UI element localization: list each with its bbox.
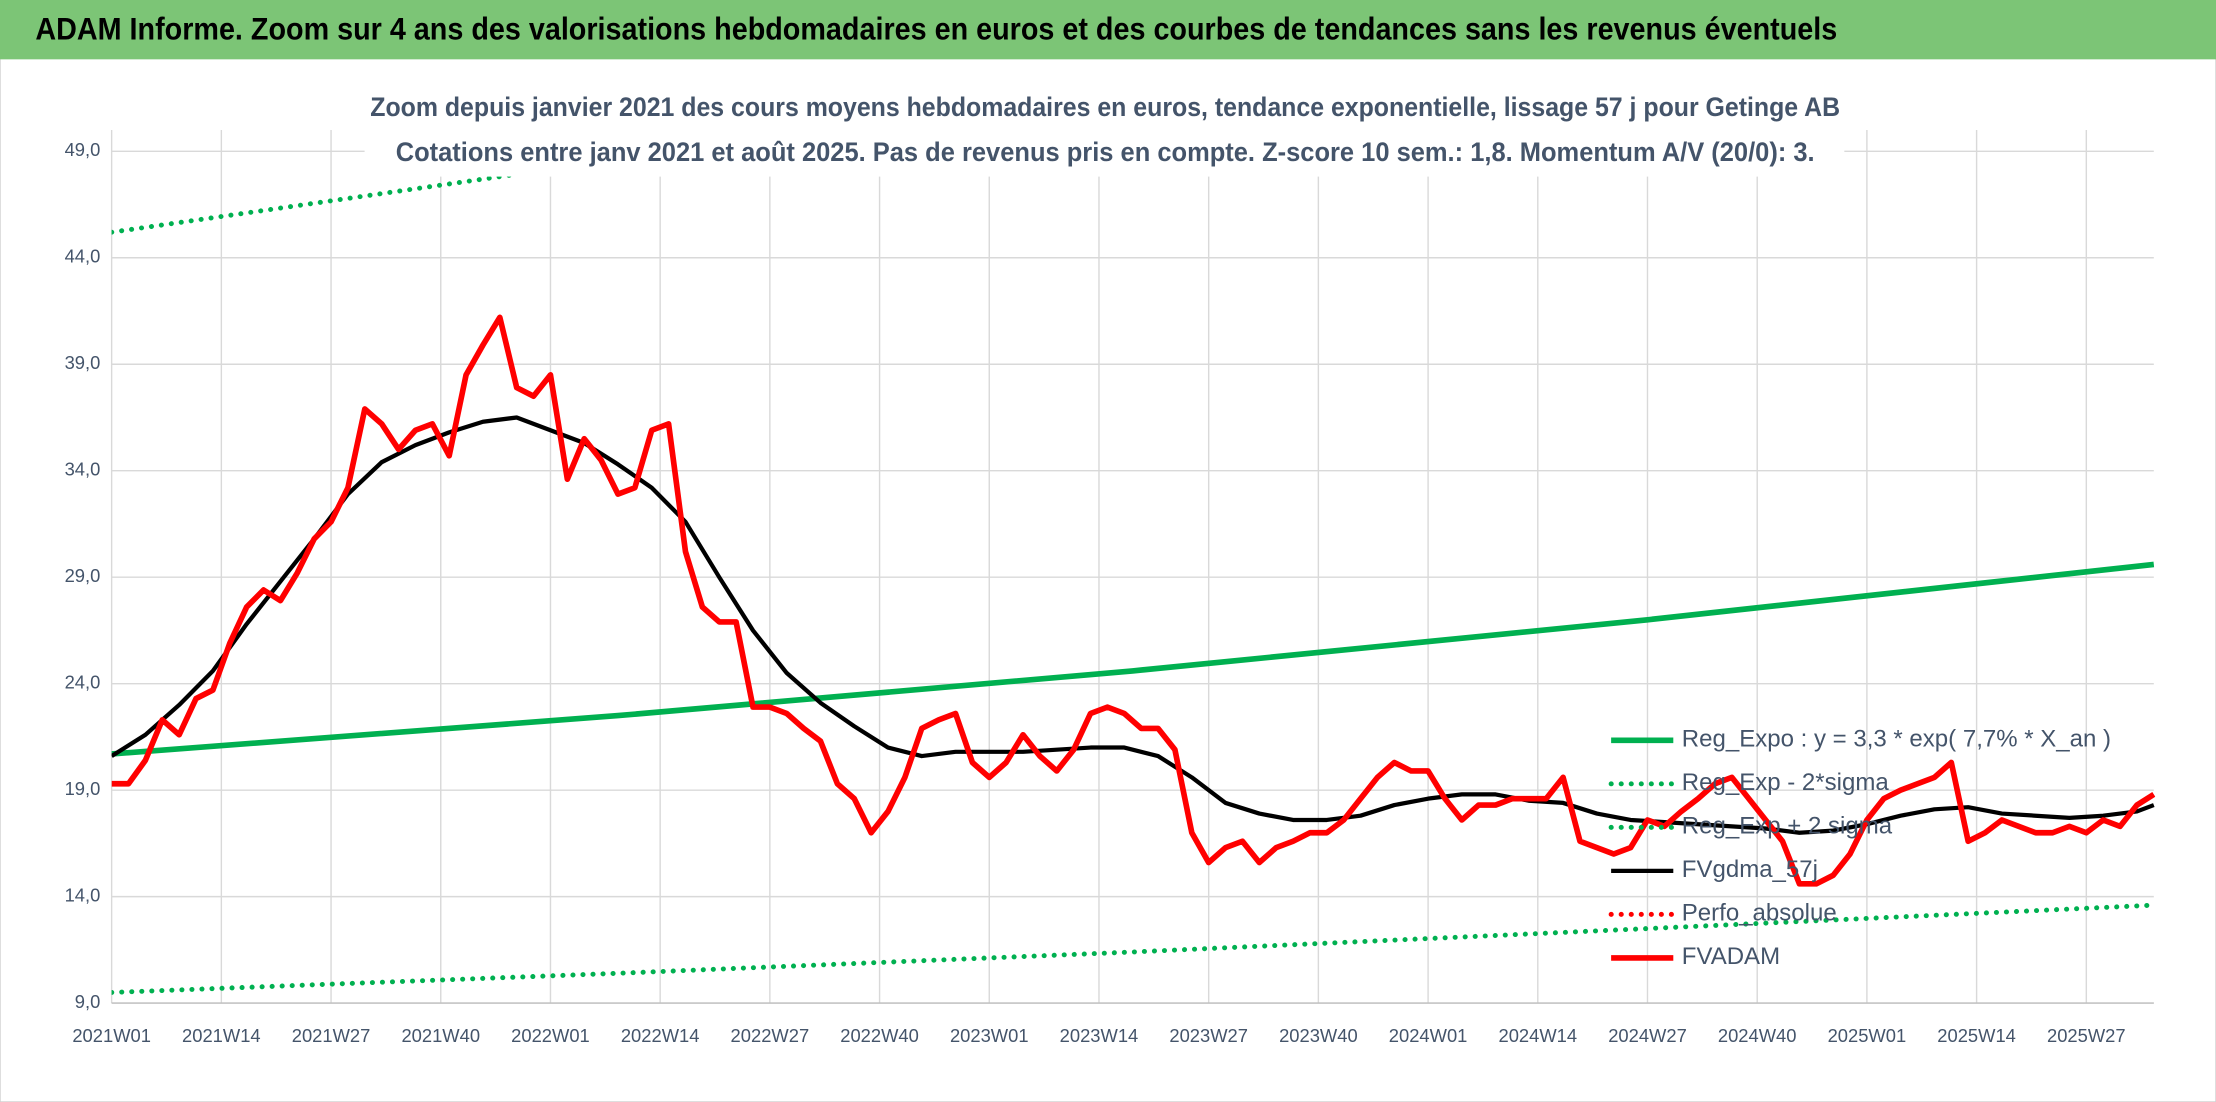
y-tick-label: 49,0 xyxy=(65,139,101,160)
x-tick-label: 2025W27 xyxy=(2047,1025,2126,1046)
x-tick-label: 2023W40 xyxy=(1279,1025,1358,1046)
legend-label: Reg_Exp - 2*sigma xyxy=(1682,769,1890,796)
x-tick-label: 2021W01 xyxy=(72,1025,151,1046)
page-title: ADAM Informe. Zoom sur 4 ans des valoris… xyxy=(35,11,1837,46)
series-line xyxy=(111,129,824,235)
legend-label: Reg_Exp + 2 sigma xyxy=(1682,813,1893,840)
series-line xyxy=(111,314,2156,887)
series-line xyxy=(111,561,2155,757)
header-bar xyxy=(0,0,2216,60)
x-tick-label: 2025W01 xyxy=(1828,1025,1907,1046)
y-tick-label: 14,0 xyxy=(65,884,101,905)
y-tick-label: 9,0 xyxy=(75,991,101,1012)
x-tick-label: 2025W14 xyxy=(1937,1025,2016,1046)
subtitle-line: Cotations entre janv 2021 et août 2025. … xyxy=(396,137,1815,167)
x-tick-label: 2022W14 xyxy=(621,1025,700,1046)
x-tick-label: 2022W27 xyxy=(731,1025,810,1046)
y-tick-label: 29,0 xyxy=(65,565,101,586)
x-tick-label: 2021W14 xyxy=(182,1025,261,1046)
legend-label: Perfo_absolue xyxy=(1682,900,1837,927)
x-tick-label: 2024W01 xyxy=(1389,1025,1468,1046)
subtitle-line: Zoom depuis janvier 2021 des cours moyen… xyxy=(370,92,1840,122)
legend-label: Reg_Expo : y = 3,3 * exp( 7,7% * X_an ) xyxy=(1682,726,2111,753)
x-tick-label: 2024W40 xyxy=(1718,1025,1797,1046)
x-tick-label: 2022W01 xyxy=(511,1025,590,1046)
y-tick-label: 19,0 xyxy=(65,778,101,799)
x-tick-label: 2022W40 xyxy=(840,1025,919,1046)
x-tick-label: 2024W14 xyxy=(1498,1025,1577,1046)
y-tick-label: 44,0 xyxy=(65,246,101,267)
legend-label: FVgdma_57j xyxy=(1682,856,1818,883)
y-tick-label: 34,0 xyxy=(65,459,101,480)
y-tick-label: 39,0 xyxy=(65,352,101,373)
legend-label: FVADAM xyxy=(1682,943,1780,970)
x-tick-label: 2023W01 xyxy=(950,1025,1029,1046)
x-tick-label: 2024W27 xyxy=(1608,1025,1687,1046)
y-tick-label: 24,0 xyxy=(65,672,101,693)
series-line xyxy=(111,902,2156,995)
x-tick-label: 2021W27 xyxy=(292,1025,371,1046)
x-tick-label: 2021W40 xyxy=(401,1025,480,1046)
x-tick-label: 2023W27 xyxy=(1169,1025,1248,1046)
x-tick-label: 2023W14 xyxy=(1060,1025,1139,1046)
subtitle-box xyxy=(364,84,1845,177)
